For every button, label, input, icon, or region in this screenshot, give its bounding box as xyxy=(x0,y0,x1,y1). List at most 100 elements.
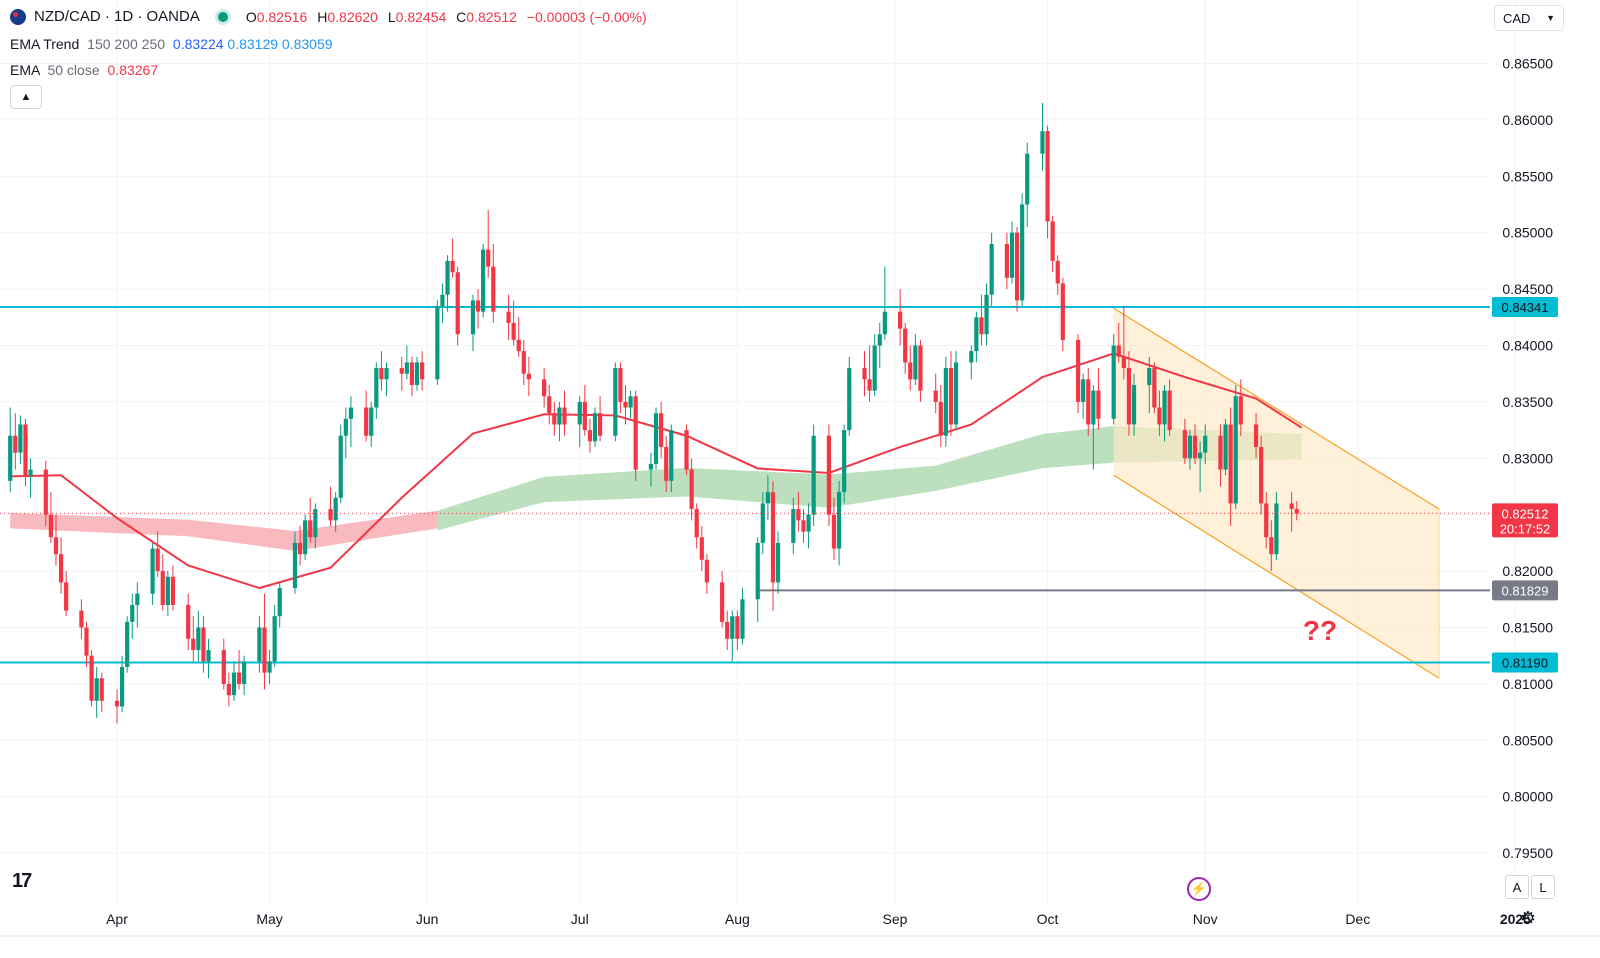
price-label: 0.84341 xyxy=(1492,297,1558,318)
auto-scale-button[interactable]: A xyxy=(1505,875,1529,899)
candle-body xyxy=(236,672,242,684)
candle xyxy=(114,689,120,724)
candle xyxy=(1081,373,1086,419)
candle-body xyxy=(664,447,669,481)
price-label-box xyxy=(1492,652,1558,673)
price-label-box xyxy=(1492,297,1558,318)
ema-trend-ribbon xyxy=(10,426,1302,551)
candle-body xyxy=(84,627,89,656)
candle-body xyxy=(308,520,313,538)
candle xyxy=(1147,356,1152,414)
candle-body xyxy=(119,666,125,707)
candle-body xyxy=(1121,356,1126,369)
candle xyxy=(1075,334,1081,414)
candle xyxy=(1116,322,1121,363)
chevron-down-icon: ▼ xyxy=(1546,13,1555,23)
candle-body xyxy=(313,509,318,538)
collapse-indicators-button[interactable]: ▲ xyxy=(10,85,42,109)
candle xyxy=(730,610,735,662)
indicator-value: 0.83224 xyxy=(172,36,224,52)
candle xyxy=(13,413,18,470)
candle-body xyxy=(1218,435,1223,470)
candle xyxy=(379,351,384,391)
candle xyxy=(231,661,237,701)
candle-body xyxy=(542,379,547,397)
candle xyxy=(1187,430,1193,470)
indicator-value: 0.83129 xyxy=(227,36,279,52)
candle xyxy=(974,311,979,363)
candle-body xyxy=(343,418,348,436)
candle-body xyxy=(48,514,53,538)
candle xyxy=(23,418,28,487)
indicator-ema50[interactable]: EMA 50 close 0.83267 xyxy=(10,62,158,78)
candle-body xyxy=(155,548,160,572)
candle xyxy=(633,390,638,481)
candle-body xyxy=(292,542,298,589)
time-tick-label: 2025 xyxy=(1500,911,1531,927)
candle-body xyxy=(1096,390,1101,419)
candle-body xyxy=(1167,390,1172,431)
symbol-title[interactable]: NZD/CAD · 1D · OANDA xyxy=(34,8,200,25)
candle xyxy=(872,334,877,397)
indicator-ema-trend[interactable]: EMA Trend 150 200 250 0.83224 0.83129 0.… xyxy=(10,36,333,52)
candle xyxy=(689,458,694,521)
candle-body xyxy=(364,407,369,436)
candle-body xyxy=(481,249,486,312)
candle-body xyxy=(1192,435,1198,459)
candle-body xyxy=(455,272,460,335)
candle-body xyxy=(521,351,526,374)
price-label-text: 0.81829 xyxy=(1502,583,1549,598)
candle xyxy=(547,384,552,425)
candle-body xyxy=(440,294,445,307)
candle-body xyxy=(872,345,877,391)
time-tick-label: Jul xyxy=(571,911,589,927)
time-axis[interactable]: Apr May Jun Jul Aug Sep Oct Nov Dec 2025 xyxy=(106,911,1531,927)
candle xyxy=(48,492,53,543)
candle xyxy=(292,531,298,594)
candle xyxy=(64,571,69,617)
candle xyxy=(796,492,801,532)
candle-body xyxy=(1269,537,1274,555)
log-scale-button[interactable]: L xyxy=(1531,875,1555,899)
candle xyxy=(1233,384,1238,510)
candle xyxy=(913,334,918,385)
candle xyxy=(160,554,165,611)
candle-body xyxy=(1264,503,1269,538)
candle-body xyxy=(1086,379,1091,425)
candle xyxy=(582,384,587,436)
price-axis[interactable]: 0.86500 0.86000 0.85500 0.85000 0.84500 0.840… xyxy=(1502,56,1553,862)
lightning-icon[interactable]: ⚡ xyxy=(1187,877,1211,901)
candle-body xyxy=(486,249,491,267)
candle-body xyxy=(1147,368,1152,385)
price-label-text: 0.84341 xyxy=(1502,300,1549,315)
candle-body xyxy=(933,390,938,402)
candle-body xyxy=(23,424,28,476)
candle xyxy=(933,373,938,414)
currency-select[interactable]: CAD ▼ xyxy=(1494,5,1564,31)
candle xyxy=(511,300,516,346)
candle xyxy=(89,650,94,707)
candle xyxy=(409,356,415,397)
candle-body xyxy=(1238,396,1243,425)
candle xyxy=(1045,125,1050,239)
candle-body xyxy=(1091,390,1096,425)
time-tick-label: Oct xyxy=(1037,911,1059,927)
candle xyxy=(1111,334,1116,425)
candle xyxy=(53,514,59,566)
candle xyxy=(435,300,440,385)
price-tick-label: 0.85500 xyxy=(1502,168,1553,184)
candle-body xyxy=(898,311,903,329)
candle-body xyxy=(1004,243,1009,278)
candle-body xyxy=(735,616,740,639)
candle-body xyxy=(552,413,557,425)
gear-icon[interactable]: ⚙ xyxy=(1519,907,1537,928)
tradingview-logo-icon[interactable]: 17 xyxy=(12,870,32,892)
candle-body xyxy=(8,435,13,481)
candle-body xyxy=(506,311,511,323)
candle-body xyxy=(1203,435,1208,453)
candle xyxy=(313,503,318,549)
candle xyxy=(877,322,882,369)
countdown-text: 20:17:52 xyxy=(1500,521,1551,536)
candle xyxy=(521,339,526,385)
